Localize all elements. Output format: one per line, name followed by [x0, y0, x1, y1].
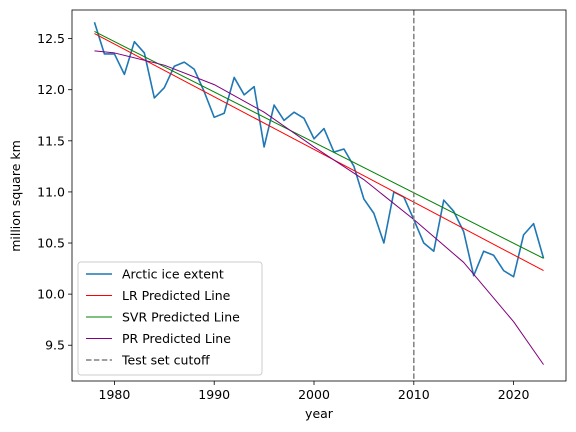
lr-predicted-line-line [94, 33, 544, 272]
y-tick-label: 11.5 [37, 133, 65, 148]
legend-label-arctic-ice-extent: Arctic ice extent [122, 267, 224, 282]
x-tick-label: 2020 [498, 387, 530, 402]
svr-predicted-line-line [94, 31, 544, 259]
legend-label-svr-predicted-line: SVR Predicted Line [122, 310, 240, 325]
y-tick-label: 12.5 [37, 31, 65, 46]
y-axis-ticks: 9.5 10.0 10.5 11.0 11.5 12.0 12.5 [37, 31, 72, 353]
x-tick-label: 1980 [99, 387, 131, 402]
legend-label-pr-predicted-line: PR Predicted Line [122, 331, 231, 346]
y-tick-label: 12.0 [37, 82, 65, 97]
legend-label-lr-predicted-line: LR Predicted Line [122, 288, 231, 303]
legend-label-test-set-cutoff: Test set cutoff [121, 353, 210, 368]
x-axis-ticks: 1980 1990 2000 2010 2020 [99, 381, 530, 402]
plot-frame [71, 9, 567, 382]
x-tick-label: 2010 [398, 387, 430, 402]
y-tick-label: 11.0 [37, 184, 65, 199]
legend: Arctic ice extent LR Predicted Line SVR Pr… [77, 261, 263, 376]
x-tick-label: 2000 [298, 387, 330, 402]
x-axis-label: year [305, 406, 334, 421]
pr-predicted-line-line [94, 50, 544, 365]
series-layer [93, 10, 545, 381]
legend-box [77, 261, 263, 376]
y-tick-label: 10.5 [37, 236, 65, 251]
y-tick-label: 9.5 [45, 338, 65, 353]
y-axis-label: million square km [8, 140, 23, 252]
x-tick-label: 1990 [198, 387, 230, 402]
y-tick-label: 10.0 [37, 287, 65, 302]
arctic-ice-extent-line [93, 22, 545, 278]
